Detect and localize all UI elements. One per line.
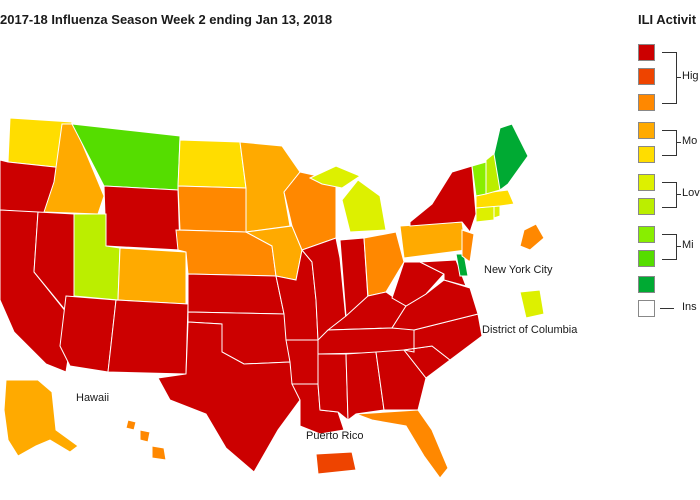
legend-bracket-minimal	[662, 234, 677, 260]
legend-swatch-level-9	[638, 68, 655, 85]
legend-swatch-level-8	[638, 94, 655, 111]
state-NY[interactable]	[409, 165, 477, 234]
hawaii-label: Hawaii	[76, 392, 110, 404]
legend-swatch-level-2	[638, 250, 655, 267]
legend-swatch-level-7	[638, 122, 655, 139]
legend-title: ILI Activit	[638, 12, 697, 27]
state-ND[interactable]	[177, 139, 247, 189]
legend-swatch-level-10	[638, 44, 655, 61]
us-ili-activity-map	[0, 117, 545, 479]
legend-swatch-level-4	[638, 198, 655, 215]
legend-swatch-insufficient	[638, 300, 655, 317]
legend-bracket-low	[662, 182, 677, 208]
state-FL[interactable]	[355, 409, 449, 479]
city-NYC[interactable]	[519, 223, 545, 251]
state-TX[interactable]	[157, 321, 301, 473]
state-HI[interactable]	[125, 419, 167, 461]
city-DC[interactable]	[519, 289, 545, 319]
state-MI[interactable]	[341, 179, 387, 233]
legend-group-low: Lov	[682, 187, 700, 199]
state-PA[interactable]	[399, 221, 467, 259]
puerto-rico-label: Puerto Rico	[306, 430, 364, 442]
state-DE[interactable]	[455, 253, 469, 277]
state-ME[interactable]	[493, 123, 529, 191]
legend-swatch-level-3	[638, 226, 655, 243]
state-AL[interactable]	[345, 351, 385, 421]
state-AK[interactable]	[3, 379, 79, 457]
state-NM[interactable]	[107, 299, 189, 375]
state-AZ[interactable]	[59, 295, 117, 373]
state-CT[interactable]	[475, 205, 495, 223]
state-NC[interactable]	[403, 313, 483, 361]
legend-tick-moderate	[676, 142, 681, 143]
legend-tick-high	[676, 77, 681, 78]
state-MS[interactable]	[317, 353, 349, 422]
state-MD[interactable]	[418, 259, 467, 287]
state-KS[interactable]	[187, 273, 285, 315]
legend-insufficient-label: Ins	[682, 301, 697, 313]
state-SD[interactable]	[177, 185, 247, 233]
state-GA[interactable]	[375, 349, 427, 411]
state-MN[interactable]	[239, 141, 301, 233]
legend-swatch-level-5	[638, 174, 655, 191]
state-NJ[interactable]	[461, 229, 475, 263]
dc-pointer-line	[467, 255, 479, 263]
state-OH[interactable]	[363, 231, 405, 297]
legend-group-moderate: Mo	[682, 135, 698, 147]
territory-PR[interactable]	[315, 451, 357, 475]
state-WI[interactable]	[283, 171, 337, 251]
legend-group-minimal: Mi	[682, 239, 694, 251]
legend-bracket-moderate	[662, 130, 677, 156]
legend-insufficient-line	[660, 308, 674, 309]
legend-swatch-level-6	[638, 146, 655, 163]
new-york-city-label: New York City	[484, 264, 553, 276]
state-RI[interactable]	[493, 205, 501, 219]
state-WY[interactable]	[103, 185, 181, 251]
legend-bracket-high	[662, 52, 677, 104]
dc-label: District of Columbia	[482, 324, 578, 336]
legend-tick-low	[676, 194, 681, 195]
legend-tick-minimal	[676, 246, 681, 247]
map-title: 2017-18 Influenza Season Week 2 ending J…	[0, 12, 333, 27]
state-CO[interactable]	[117, 247, 187, 305]
legend-group-high: Hig	[682, 70, 699, 82]
legend-swatch-level-1	[638, 276, 655, 293]
state-MI-UP[interactable]	[308, 165, 362, 189]
